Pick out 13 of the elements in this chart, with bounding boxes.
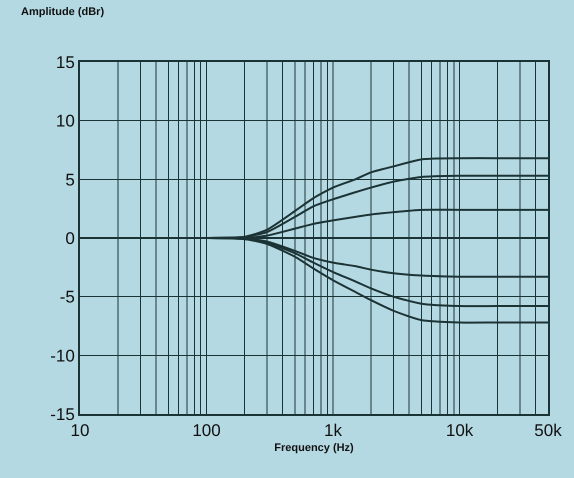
y-tick-label: -5 xyxy=(60,288,75,307)
x-tick-label: 10k xyxy=(446,421,474,440)
x-tick-label: 50k xyxy=(534,421,562,440)
y-tick-label: -15 xyxy=(50,404,75,424)
y-tick-label: 15 xyxy=(56,52,75,72)
y-tick-label: 0 xyxy=(65,228,75,248)
x-axis-title: Frequency (Hz) xyxy=(274,442,354,454)
x-tick-label: 1k xyxy=(324,421,343,440)
y-tick-label: 5 xyxy=(65,170,75,190)
y-tick-label: -10 xyxy=(50,346,75,366)
y-tick-label: 10 xyxy=(56,112,75,131)
x-tick-label: 100 xyxy=(192,421,221,440)
y-axis-title: Amplitude (dBr) xyxy=(21,6,104,18)
